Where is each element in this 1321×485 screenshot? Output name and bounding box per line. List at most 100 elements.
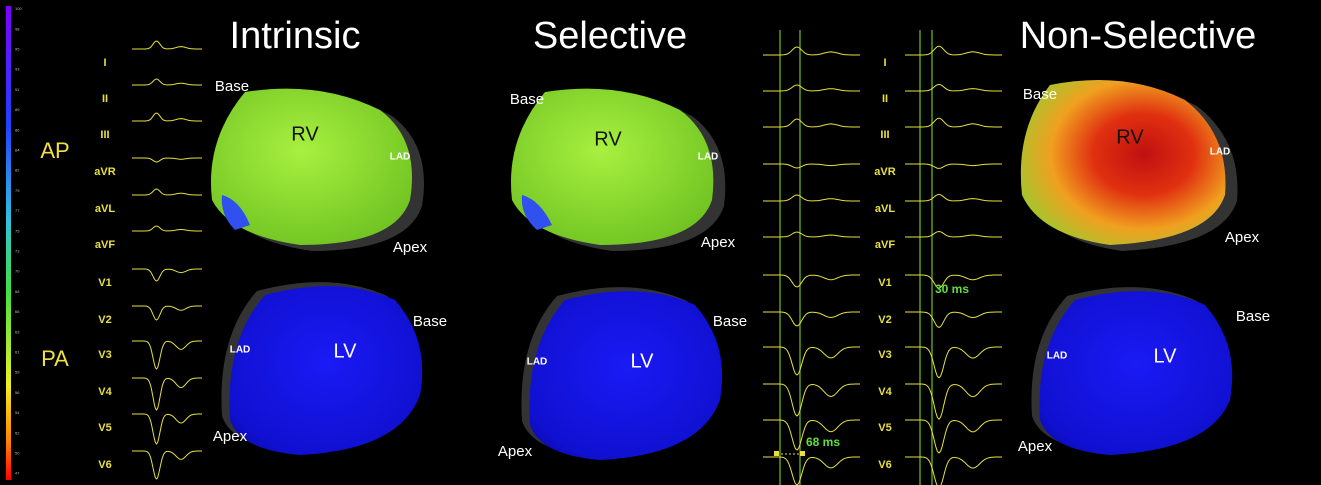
heart-ap <box>210 88 412 245</box>
interval-label: 68 ms <box>806 435 840 449</box>
lead-label: II <box>102 93 108 105</box>
anatomy-label: LAD <box>1210 147 1231 158</box>
lead-label: V4 <box>878 386 892 398</box>
ecg-trace <box>905 383 1002 420</box>
scale-label: 56 <box>15 390 20 395</box>
interval-marker <box>800 451 805 456</box>
anatomy-label: RV <box>291 123 319 145</box>
anatomy-label: Base <box>1236 308 1270 325</box>
anatomy-label: Apex <box>213 428 248 445</box>
lead-label: V4 <box>98 386 112 398</box>
lead-label: V2 <box>878 314 891 326</box>
ecg-trace <box>132 305 202 321</box>
ecg-trace <box>132 225 202 232</box>
scale-label: 84 <box>15 147 20 152</box>
anatomy-label: LAD <box>1047 351 1068 362</box>
anatomy-label: LAD <box>390 152 411 163</box>
anatomy-label: Base <box>713 313 747 330</box>
lead-label: V2 <box>98 314 111 326</box>
ecg-trace <box>763 346 860 376</box>
anatomy-label: Base <box>413 313 447 330</box>
scale-label: 91 <box>15 87 20 92</box>
anatomy-label: Apex <box>1225 229 1260 246</box>
lead-label: I <box>883 57 886 69</box>
scale-label: 47 <box>15 471 20 476</box>
heart-pa <box>529 291 723 460</box>
ecg-trace <box>132 340 202 370</box>
scale-label: 79 <box>15 188 20 193</box>
ecg-trace <box>905 456 1002 485</box>
scale-label: 86 <box>15 127 20 132</box>
anatomy-label: LV <box>334 340 358 362</box>
ecg-traces <box>132 40 1002 485</box>
ecg-trace <box>763 383 860 417</box>
anatomy-label: LV <box>1154 345 1178 367</box>
ecg-trace <box>763 456 860 485</box>
ecg-trace <box>763 231 860 238</box>
anatomy-label: Apex <box>1018 438 1053 455</box>
ecg-trace <box>763 194 860 202</box>
anatomy-label: LV <box>631 350 655 372</box>
scale-label: 66 <box>15 309 20 314</box>
scale-label: 100 <box>15 6 22 11</box>
heart-maps <box>210 80 1238 460</box>
heart-pa <box>1039 291 1233 455</box>
lead-label: II <box>882 93 888 105</box>
scale-label: 54 <box>15 410 20 415</box>
anatomy-label: LAD <box>698 152 719 163</box>
ecg-trace <box>905 83 1002 92</box>
ecg-trace <box>763 84 860 92</box>
ecg-trace <box>905 163 1002 169</box>
heart-ap <box>510 88 714 245</box>
ecg-trace <box>905 274 1002 289</box>
lead-label: V5 <box>98 422 111 434</box>
panel-title: Selective <box>533 15 687 57</box>
lead-label: V3 <box>878 349 891 361</box>
anatomy-label: RV <box>1116 126 1144 148</box>
lead-label: III <box>880 129 889 141</box>
ecg-trace <box>905 45 1002 56</box>
interval-label: 30 ms <box>935 282 969 296</box>
scale-label: 68 <box>15 289 20 294</box>
view-label: AP <box>40 138 69 163</box>
scale-label: 77 <box>15 208 20 213</box>
lead-label: aVF <box>95 239 115 251</box>
ecg-trace <box>905 230 1002 238</box>
lead-label: V3 <box>98 349 111 361</box>
anatomy-label: LAD <box>230 345 251 356</box>
region <box>521 195 552 230</box>
ecg-trace <box>132 450 202 480</box>
ecg-trace <box>132 268 202 282</box>
scale-label: 50 <box>15 450 20 455</box>
ecg-trace <box>763 118 860 128</box>
ecg-trace <box>763 163 860 169</box>
scale-label: 59 <box>15 370 20 375</box>
scale-label: 95 <box>15 46 20 51</box>
anatomy-label: Apex <box>498 443 533 460</box>
scale-label: 75 <box>15 228 20 233</box>
lead-label: aVL <box>875 203 895 215</box>
heart-ap <box>1020 80 1226 245</box>
lead-label: V5 <box>878 422 891 434</box>
ecg-trace <box>132 78 202 86</box>
lead-label: I <box>103 57 106 69</box>
ecg-trace <box>132 40 202 50</box>
ecg-trace <box>132 413 202 445</box>
anatomy-label: Apex <box>393 239 428 256</box>
ecg-trace <box>905 311 1002 328</box>
lead-label: aVR <box>94 166 115 178</box>
anatomy-label: LAD <box>527 357 548 368</box>
scale-label: 63 <box>15 329 20 334</box>
lead-label: aVF <box>875 239 895 251</box>
heart-pa <box>229 286 423 455</box>
scale-label: 89 <box>15 107 20 112</box>
scale-label: 73 <box>15 248 20 253</box>
ecg-trace <box>132 188 202 196</box>
ecg-trace <box>763 419 860 451</box>
labels: 100 98 95 93 91 89 86 84 82 79 77 75 73 70 68 66 63 61 59 5… <box>15 6 1270 476</box>
anatomy-label: Base <box>510 91 544 108</box>
anatomy-label: RV <box>594 128 622 150</box>
lead-label: V1 <box>878 277 891 289</box>
ecg-trace <box>132 157 202 163</box>
